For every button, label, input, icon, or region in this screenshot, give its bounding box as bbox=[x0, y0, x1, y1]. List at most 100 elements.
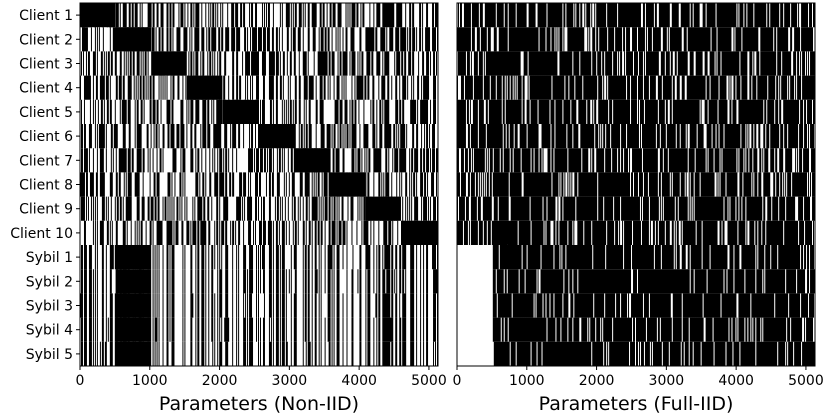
full-iid-row-texture bbox=[457, 172, 815, 197]
non-iid-x-axis-label: Parameters (Non-IID) bbox=[159, 393, 359, 415]
non-iid-row-client-1 bbox=[80, 3, 439, 28]
full-iid-x-tick-label: 3000 bbox=[649, 373, 685, 389]
full-iid-row-texture bbox=[457, 220, 814, 245]
non-iid-row-sybil-1 bbox=[80, 245, 439, 270]
non-iid-x-tick-label: 1000 bbox=[132, 373, 168, 389]
row-label-client-3: Client 3 bbox=[19, 57, 73, 73]
non-iid-block-client-10 bbox=[401, 220, 438, 245]
row-label-sybil-2: Sybil 2 bbox=[26, 274, 73, 290]
full-iid-x-tick-label: 5000 bbox=[788, 373, 824, 389]
non-iid-row-texture bbox=[80, 75, 437, 100]
row-label-client-5: Client 5 bbox=[19, 105, 73, 121]
non-iid-row-client-8 bbox=[80, 172, 437, 197]
non-iid-row-client-9 bbox=[80, 196, 439, 221]
full-iid-row-client-3 bbox=[457, 51, 815, 76]
full-iid-row-texture bbox=[457, 51, 815, 76]
non-iid-block-client-3 bbox=[151, 51, 187, 76]
axes: Client 1 Client 2 Client 3 Client 4 Client 5… bbox=[10, 2, 824, 415]
non-iid-row-client-6 bbox=[80, 124, 436, 149]
full-iid-row-sybil-1 bbox=[492, 245, 814, 270]
full-iid-row-client-7 bbox=[457, 148, 815, 173]
non-iid-x-tick-label: 4000 bbox=[341, 373, 377, 389]
row-label-client-4: Client 4 bbox=[19, 81, 73, 97]
non-iid-x-tick-label: 2000 bbox=[202, 373, 238, 389]
full-iid-row-texture bbox=[457, 99, 815, 124]
non-iid-x-tick-label: 5000 bbox=[411, 373, 447, 389]
full-iid-row-sybil-5 bbox=[493, 341, 815, 366]
non-iid-block-client-6 bbox=[258, 124, 295, 149]
row-label-client-8: Client 8 bbox=[19, 178, 73, 194]
full-iid-row-sybil-4 bbox=[492, 317, 814, 342]
full-iid-x-tick-label: 1000 bbox=[509, 373, 545, 389]
full-iid-row-client-10 bbox=[457, 220, 814, 245]
non-iid-row-texture bbox=[80, 3, 439, 28]
non-iid-x-tick-label: 3000 bbox=[272, 373, 308, 389]
non-iid-row-sybil-5 bbox=[80, 341, 439, 366]
non-iid-x-tick-label: 0 bbox=[76, 373, 85, 389]
full-iid-x-axis-label: Parameters (Full-IID) bbox=[539, 393, 734, 415]
non-iid-block-client-1 bbox=[80, 3, 116, 28]
full-iid-row-texture bbox=[457, 124, 814, 149]
row-label-sybil-1: Sybil 1 bbox=[26, 250, 73, 266]
non-iid-row-texture bbox=[80, 196, 439, 221]
full-iid-row-client-2 bbox=[457, 27, 814, 52]
full-iid-row-texture bbox=[457, 75, 815, 100]
full-iid-x-tick-label: 2000 bbox=[579, 373, 615, 389]
row-label-client-7: Client 7 bbox=[19, 153, 73, 169]
full-iid-row-client-8 bbox=[457, 172, 815, 197]
full-iid-row-sybil-3 bbox=[492, 293, 814, 318]
row-label-client-10: Client 10 bbox=[10, 226, 73, 242]
non-iid-row-texture bbox=[80, 148, 439, 173]
non-iid-row-texture bbox=[80, 51, 438, 76]
full-iid-x-tick-label: 4000 bbox=[718, 373, 754, 389]
full-iid-row-client-6 bbox=[457, 124, 814, 149]
full-iid-row-client-1 bbox=[457, 3, 815, 28]
non-iid-block-sybil-4 bbox=[115, 317, 152, 342]
full-iid-frame bbox=[456, 2, 816, 367]
full-iid-row-texture bbox=[492, 245, 814, 270]
full-iid-row-client-4 bbox=[457, 75, 815, 100]
non-iid-row-client-2 bbox=[81, 27, 439, 52]
full-iid-row-texture bbox=[457, 27, 814, 52]
row-label-client-9: Client 9 bbox=[19, 202, 73, 218]
full-iid-row-texture bbox=[457, 196, 815, 221]
row-label-client-1: Client 1 bbox=[19, 8, 73, 24]
non-iid-row-texture bbox=[80, 172, 437, 197]
non-iid-block-sybil-1 bbox=[115, 245, 152, 270]
non-iid-row-texture bbox=[80, 293, 438, 318]
non-iid-block-client-9 bbox=[365, 196, 402, 221]
non-iid-row-texture bbox=[80, 124, 436, 149]
full-iid-row-texture bbox=[493, 341, 815, 366]
non-iid-row-client-3 bbox=[80, 51, 438, 76]
non-iid-row-texture bbox=[80, 245, 439, 270]
non-iid-row-sybil-4 bbox=[80, 317, 439, 342]
non-iid-block-client-2 bbox=[115, 27, 152, 52]
non-iid-block-sybil-5 bbox=[115, 341, 152, 366]
non-iid-row-texture bbox=[80, 317, 439, 342]
full-iid-row-texture bbox=[492, 269, 815, 294]
full-iid-x-tick-label: 0 bbox=[453, 373, 462, 389]
full-iid-row-texture bbox=[457, 148, 815, 173]
non-iid-heatmap bbox=[80, 3, 439, 366]
row-label-sybil-3: Sybil 3 bbox=[26, 299, 73, 315]
full-iid-row-texture bbox=[492, 317, 814, 342]
full-iid-row-client-9 bbox=[457, 196, 815, 221]
non-iid-row-sybil-3 bbox=[80, 293, 438, 318]
non-iid-row-sybil-2 bbox=[80, 269, 439, 294]
full-iid-row-texture bbox=[457, 3, 815, 28]
row-label-sybil-5: Sybil 5 bbox=[26, 347, 73, 363]
non-iid-block-sybil-2 bbox=[115, 269, 152, 294]
non-iid-row-texture bbox=[80, 269, 439, 294]
non-iid-row-client-10 bbox=[83, 220, 438, 245]
full-iid-heatmap bbox=[457, 3, 815, 366]
row-label-sybil-4: Sybil 4 bbox=[26, 323, 73, 339]
non-iid-block-client-8 bbox=[329, 172, 366, 197]
non-iid-row-client-5 bbox=[80, 99, 437, 124]
full-iid-row-texture bbox=[492, 293, 814, 318]
non-iid-row-texture bbox=[81, 27, 439, 52]
non-iid-row-client-4 bbox=[80, 75, 437, 100]
row-label-client-6: Client 6 bbox=[19, 129, 73, 145]
full-iid-row-sybil-2 bbox=[492, 269, 815, 294]
